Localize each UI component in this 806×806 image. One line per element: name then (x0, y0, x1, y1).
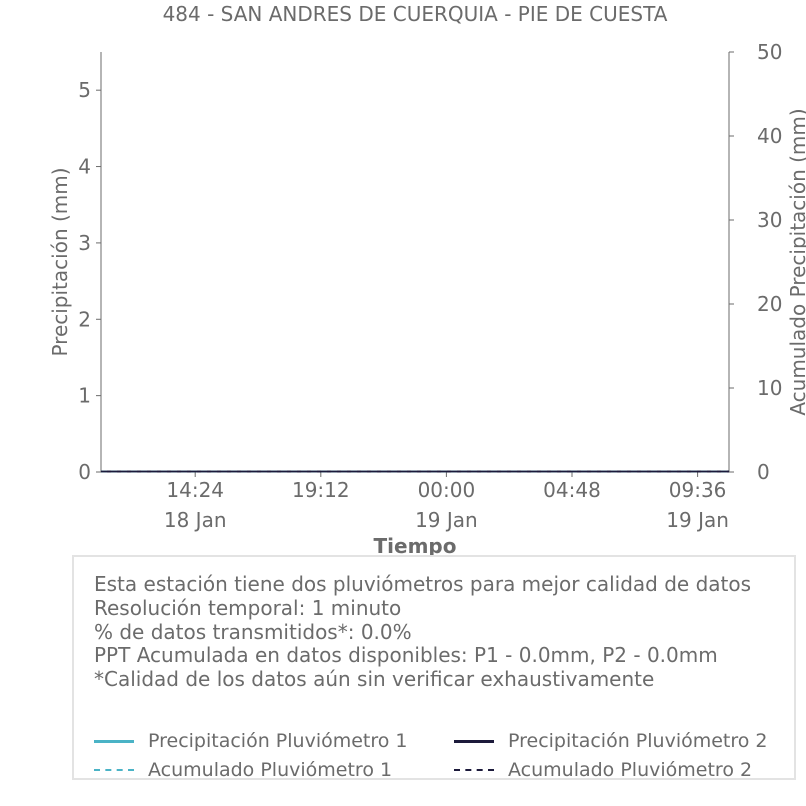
x-tick-date-label: 19 Jan (666, 508, 729, 532)
info-line-quality-note: *Calidad de los datos aún sin verificar … (94, 667, 655, 692)
y2-tick-label: 10 (757, 376, 782, 400)
x-tick-label: 14:24 (166, 478, 224, 502)
y2-tick-label: 0 (757, 460, 770, 484)
legend-swatch-acum-p1 (94, 769, 134, 771)
x-tick-label: 19:12 (292, 478, 350, 502)
legend-item-acum-p2: Acumulado Pluviómetro 2 (454, 759, 752, 781)
y-tick-label: 0 (78, 460, 91, 484)
y-tick-label: 3 (78, 231, 91, 255)
info-line-resolution: Resolución temporal: 1 minuto (94, 595, 402, 620)
legend-label-acum-p1: Acumulado Pluviómetro 1 (148, 759, 393, 781)
legend-swatch-acum-p2 (454, 769, 494, 771)
info-text: Esta estación tiene dos pluviómetros par… (94, 572, 752, 692)
info-line-transmitted: % de datos transmitidos*: 0.0% (94, 619, 412, 644)
y2-tick-label: 50 (757, 40, 782, 64)
legend-label-precip-p2: Precipitación Pluviómetro 2 (508, 730, 768, 752)
legend-item-precip-p2: Precipitación Pluviómetro 2 (454, 730, 768, 752)
x-tick-label: 04:48 (543, 478, 601, 502)
chart: 484 - SAN ANDRES DE CUERQUIA - PIE DE CU… (48, 2, 806, 558)
x-tick-date-label: 18 Jan (164, 508, 227, 532)
legend-item-precip-p1: Precipitación Pluviómetro 1 (94, 730, 408, 752)
y2-tick-label: 30 (757, 208, 782, 232)
legend-label-precip-p1: Precipitación Pluviómetro 1 (148, 730, 408, 752)
x-tick-label: 00:00 (418, 478, 476, 502)
legend-label-acum-p2: Acumulado Pluviómetro 2 (508, 759, 753, 781)
info-line-accumulated: PPT Acumulada en datos disponibles: P1 -… (94, 643, 718, 668)
chart-title: 484 - SAN ANDRES DE CUERQUIA - PIE DE CU… (163, 2, 668, 26)
y-tick-label: 4 (78, 155, 91, 179)
info-line-two-gauges: Esta estación tiene dos pluviómetros par… (94, 572, 752, 596)
y2-axis-label: Acumulado Precipitación (mm) (786, 108, 806, 415)
x-tick-date-label: 19 Jan (415, 508, 478, 532)
legend-swatch-precip-p2 (454, 739, 494, 743)
y2-tick-label: 20 (757, 292, 782, 316)
legend-swatch-precip-p1 (94, 739, 134, 743)
y2-tick-label: 40 (757, 124, 782, 148)
x-tick-label: 09:36 (669, 478, 727, 502)
legend: Precipitación Pluviómetro 1 Precipitació… (94, 730, 794, 790)
legend-item-acum-p1: Acumulado Pluviómetro 1 (94, 759, 392, 781)
info-legend-box: Esta estación tiene dos pluviómetros par… (72, 555, 796, 781)
y-axis-label: Precipitación (mm) (48, 167, 72, 356)
y-tick-label: 2 (78, 307, 91, 331)
x-axis-label: Tiempo (374, 534, 457, 558)
y-tick-label: 1 (78, 384, 91, 408)
y-tick-label: 5 (78, 78, 91, 102)
